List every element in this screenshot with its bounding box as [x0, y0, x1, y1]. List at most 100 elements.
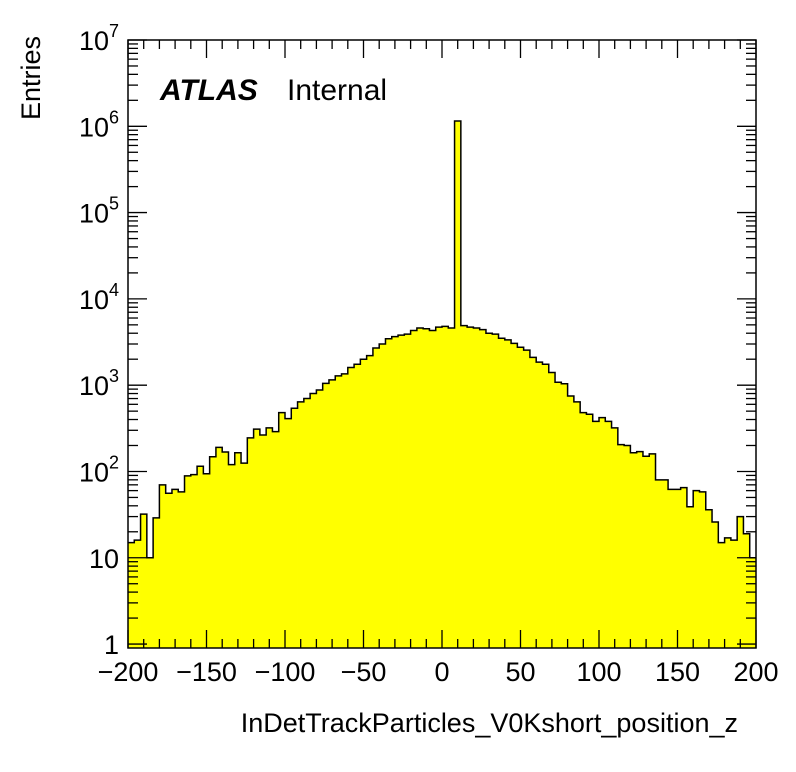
y-axis-title: Entries — [16, 36, 46, 120]
histogram-bin — [316, 389, 324, 648]
histogram-bin — [190, 474, 198, 648]
y-tick-label: 103 — [79, 366, 119, 401]
y-tick-label: 1 — [104, 630, 119, 660]
histogram-bin — [423, 328, 430, 648]
histogram-bin — [404, 334, 411, 648]
histogram-bin — [391, 336, 399, 648]
histogram-bin — [291, 408, 298, 648]
histogram-bin — [712, 521, 719, 648]
histogram-bin — [184, 475, 192, 648]
histogram-bin — [234, 452, 242, 648]
histogram-bin — [241, 463, 248, 648]
histogram-bin — [586, 414, 594, 648]
axis-ticks — [127, 39, 757, 648]
x-tick-label: −50 — [341, 657, 387, 687]
y-tick-label: 10 — [89, 544, 119, 574]
histogram-bin — [398, 335, 405, 648]
histogram-bin — [737, 516, 744, 648]
histogram-bin — [730, 540, 738, 648]
histogram-bin — [372, 347, 380, 648]
histogram-bin — [303, 398, 311, 648]
y-tick-label: 106 — [79, 107, 119, 142]
x-tick-label: 150 — [655, 657, 700, 687]
x-tick-label: 0 — [434, 657, 449, 687]
histogram-bin — [178, 491, 185, 648]
histogram-bin — [529, 357, 537, 648]
histogram-bin — [668, 489, 675, 648]
x-tick-label: −200 — [98, 657, 159, 687]
histogram-bin — [416, 327, 424, 648]
y-tick-label: 105 — [79, 194, 119, 229]
histogram-outline — [128, 120, 756, 559]
histogram-bin — [266, 427, 273, 648]
histogram-bin — [171, 489, 179, 648]
y-tick-label: 102 — [79, 452, 119, 487]
histogram-bin — [366, 355, 374, 648]
histogram-bin — [222, 452, 229, 648]
histogram-bin — [655, 479, 663, 648]
histogram-bin — [285, 418, 292, 648]
histogram-bin — [272, 431, 280, 648]
histogram-bin — [674, 489, 682, 648]
x-tick-label: 100 — [576, 657, 621, 687]
histogram-bars — [128, 120, 757, 649]
histogram-bin — [335, 375, 342, 648]
y-tick-labels: 1 10 102 103 104 105 106 107 — [79, 21, 119, 660]
histogram-bin — [580, 412, 587, 648]
histogram-bin — [278, 412, 286, 648]
histogram-bin — [435, 327, 443, 648]
histogram-bin — [699, 491, 707, 648]
histogram-bin — [197, 466, 204, 648]
histogram-bin — [517, 347, 525, 648]
histogram-bin — [592, 421, 600, 648]
y-tick-label: 107 — [79, 21, 119, 56]
histogram-bin — [215, 447, 223, 648]
histogram-bin — [297, 401, 305, 648]
histogram-bin — [479, 329, 487, 648]
histogram-bin — [642, 456, 650, 648]
histogram-bin — [680, 487, 688, 648]
histogram-bin — [410, 330, 418, 648]
histogram-bin — [498, 338, 506, 648]
histogram-bin — [322, 383, 330, 648]
histogram-bin — [146, 557, 154, 648]
histogram-bin — [159, 484, 167, 648]
histogram-bin — [548, 372, 556, 648]
histogram-bin — [555, 382, 562, 648]
histogram-bin — [153, 517, 160, 648]
histogram-bin — [134, 540, 141, 648]
histogram-bin — [661, 479, 669, 648]
histogram-bin — [523, 350, 531, 648]
histogram-bin — [686, 506, 694, 648]
histogram-bin — [341, 373, 349, 648]
histogram-bin — [561, 383, 568, 648]
histogram-bin — [573, 401, 581, 648]
histogram-bin — [460, 325, 468, 648]
histogram-bin — [485, 333, 493, 648]
histogram-bin — [504, 339, 512, 648]
histogram-bin — [467, 327, 474, 648]
histogram-bin — [599, 417, 606, 648]
histogram-bin — [630, 452, 638, 648]
x-tick-label: −100 — [255, 657, 316, 687]
histogram-bin — [636, 451, 644, 648]
histogram-bin — [693, 490, 700, 648]
histogram-bin — [429, 330, 437, 648]
histogram-bin — [247, 437, 254, 648]
histogram-bin — [567, 395, 575, 648]
histogram-bin — [649, 453, 656, 648]
histogram-bin — [360, 359, 368, 648]
x-tick-label: 50 — [505, 657, 535, 687]
histogram-bin — [718, 542, 725, 648]
histogram-bin — [724, 537, 732, 648]
y-tick-label: 104 — [79, 280, 119, 315]
histogram-bin — [611, 427, 619, 648]
histogram-bin — [203, 473, 211, 648]
x-tick-label: −150 — [176, 657, 237, 687]
histogram-bin — [448, 327, 455, 648]
histogram-bin — [536, 362, 543, 648]
histogram-bin — [542, 364, 550, 648]
x-tick-labels: −200 −150 −100 −50 0 50 100 150 200 — [98, 657, 779, 687]
histogram-bin — [492, 334, 499, 648]
